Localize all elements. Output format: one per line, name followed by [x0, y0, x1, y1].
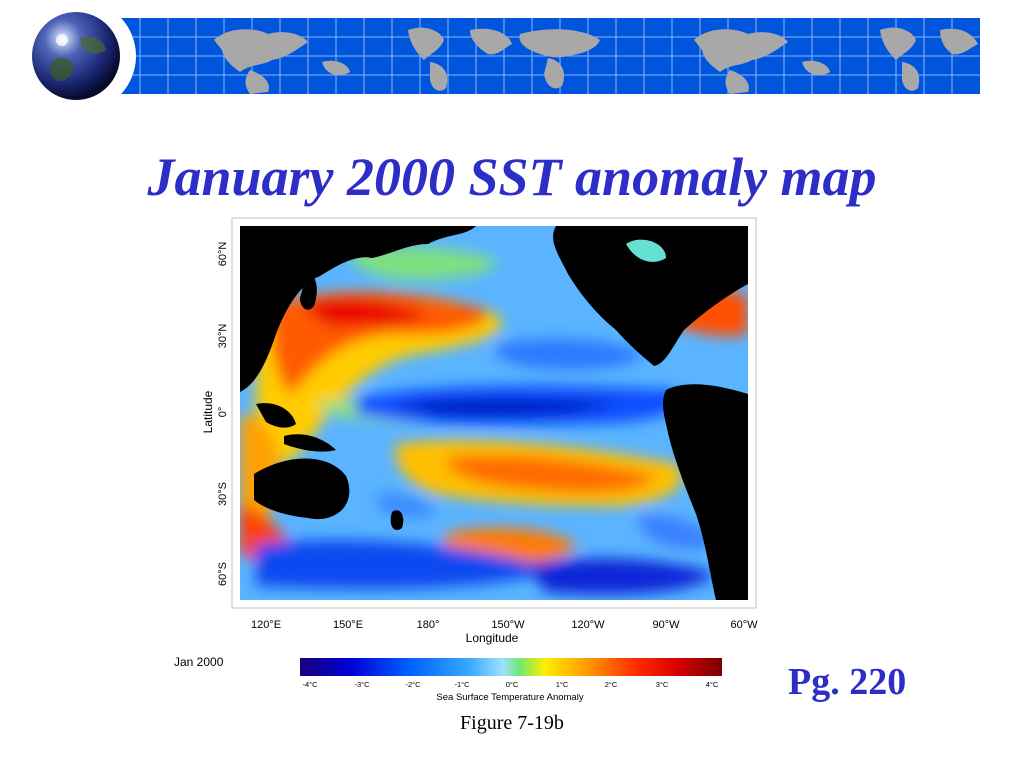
- legend-tick-m3: -3°C: [354, 680, 370, 689]
- sst-anomaly-map: 60°N 30°N 0° 30°S 60°S Latitude 120°E 15…: [201, 217, 758, 645]
- new-zealand-land: [390, 510, 404, 531]
- color-legend: Jan 2000 -4°C -3°C -2°C -1°C 0°C 1°C 2°C…: [174, 655, 722, 703]
- north-america-land: [553, 226, 748, 366]
- legend-tick-p4: 4°C: [706, 680, 719, 689]
- lon-tick-90w: 90°W: [652, 619, 680, 631]
- japan-land: [300, 274, 317, 310]
- asia-land: [240, 226, 476, 392]
- lon-tick-120w: 120°W: [571, 619, 605, 631]
- legend-title: Sea Surface Temperature Anomaly: [436, 692, 583, 703]
- globe-logo: [32, 12, 120, 100]
- slide-title: January 2000 SST anomaly map: [147, 147, 877, 207]
- lon-ticks: 120°E 150°E 180° 150°W 120°W 90°W 60°W: [251, 619, 758, 631]
- latitude-label: Latitude: [201, 390, 215, 433]
- maritime-continent-land: [256, 403, 296, 428]
- australia-land: [254, 458, 350, 520]
- lon-tick-60w: 60°W: [730, 619, 758, 631]
- lat-tick-30n: 30°N: [217, 324, 229, 349]
- legend-tick-m1: -1°C: [454, 680, 470, 689]
- map-field: [240, 226, 748, 600]
- lon-tick-120e: 120°E: [251, 619, 281, 631]
- lat-tick-0: 0°: [217, 407, 229, 418]
- lat-tick-60s: 60°S: [217, 562, 229, 586]
- legend-tick-m4: -4°C: [302, 680, 318, 689]
- legend-tick-p3: 3°C: [656, 680, 669, 689]
- longitude-label: Longitude: [466, 631, 519, 645]
- legend-tick-p1: 1°C: [556, 680, 569, 689]
- lon-tick-150e: 150°E: [333, 619, 363, 631]
- legend-tick-0: 0°C: [506, 680, 519, 689]
- lat-ticks: 60°N 30°N 0° 30°S 60°S: [217, 242, 229, 586]
- legend-colorbar: [300, 658, 722, 676]
- lon-tick-180: 180°: [417, 619, 440, 631]
- figure-caption: Figure 7-19b: [460, 712, 564, 734]
- banner-continents: [214, 27, 978, 94]
- map-date-label: Jan 2000: [174, 655, 224, 669]
- land-masses: [240, 226, 748, 600]
- lat-tick-60n: 60°N: [217, 242, 229, 267]
- lat-tick-30s: 30°S: [217, 482, 229, 506]
- map-frame: [231, 217, 757, 609]
- legend-tick-m2: -2°C: [405, 680, 421, 689]
- lon-tick-150w: 150°W: [491, 619, 525, 631]
- south-america-land: [663, 384, 748, 600]
- page-reference: Pg. 220: [788, 661, 907, 703]
- legend-tick-p2: 2°C: [605, 680, 618, 689]
- legend-ticks: -4°C -3°C -2°C -1°C 0°C 1°C 2°C 3°C 4°C: [302, 680, 718, 689]
- header-banner: [24, 0, 980, 108]
